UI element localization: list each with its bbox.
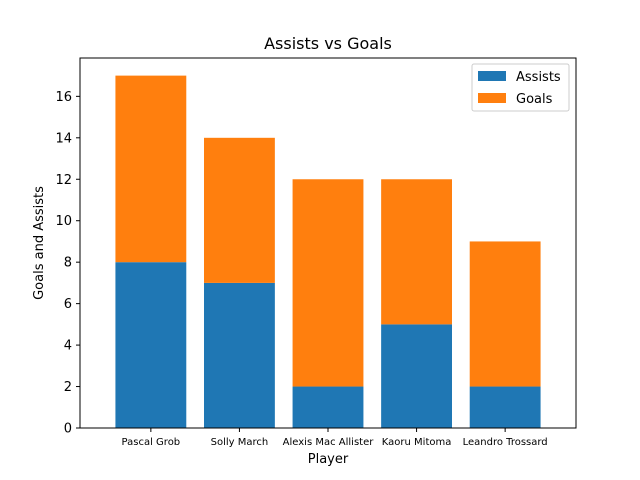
x-axis-ticks: Pascal Grob Solly March Alexis Mac Alliste… [122, 428, 548, 448]
x-tick-label: Pascal Grob [122, 437, 181, 448]
y-tick-label: 16 [55, 90, 72, 105]
y-tick-label: 2 [64, 380, 72, 395]
x-axis-label: Player [308, 452, 349, 467]
bar-goals-0 [115, 75, 187, 263]
x-tick-label: Alexis Mac Allister [283, 437, 375, 448]
bars-group [115, 75, 541, 428]
plot-frame [79, 57, 577, 429]
legend-label-goals: Goals [516, 92, 553, 107]
bar-goals-1 [204, 137, 275, 283]
x-tick-label: Kaoru Mitoma [382, 437, 452, 448]
chart-title: Assists vs Goals [264, 34, 392, 53]
x-tick-label: Leandro Trossard [463, 437, 548, 448]
y-tick-label: 12 [55, 173, 72, 188]
y-tick-label: 0 [64, 422, 72, 437]
bar-assists-3 [381, 324, 452, 428]
bar-goals-3 [381, 179, 452, 325]
legend-label-assists: Assists [516, 70, 561, 85]
bar-assists-0 [115, 262, 187, 428]
bar-assists-2 [292, 386, 364, 428]
y-tick-label: 8 [64, 256, 72, 271]
legend: Assists Goals [471, 63, 570, 112]
y-tick-label: 4 [64, 339, 72, 354]
y-axis-ticks: 0 2 4 6 8 10 12 14 16 [55, 90, 80, 437]
y-tick-label: 10 [55, 214, 72, 229]
x-tick-label: Solly March [211, 437, 269, 448]
legend-swatch-assists [478, 71, 506, 81]
bar-assists-1 [204, 282, 275, 428]
y-tick-label: 6 [64, 297, 72, 312]
legend-swatch-goals [478, 93, 506, 103]
bar-goals-4 [469, 241, 541, 387]
bar-goals-2 [292, 179, 364, 387]
y-axis-label: Goals and Assists [32, 186, 47, 300]
y-tick-label: 14 [55, 131, 72, 146]
bar-assists-4 [469, 386, 541, 428]
